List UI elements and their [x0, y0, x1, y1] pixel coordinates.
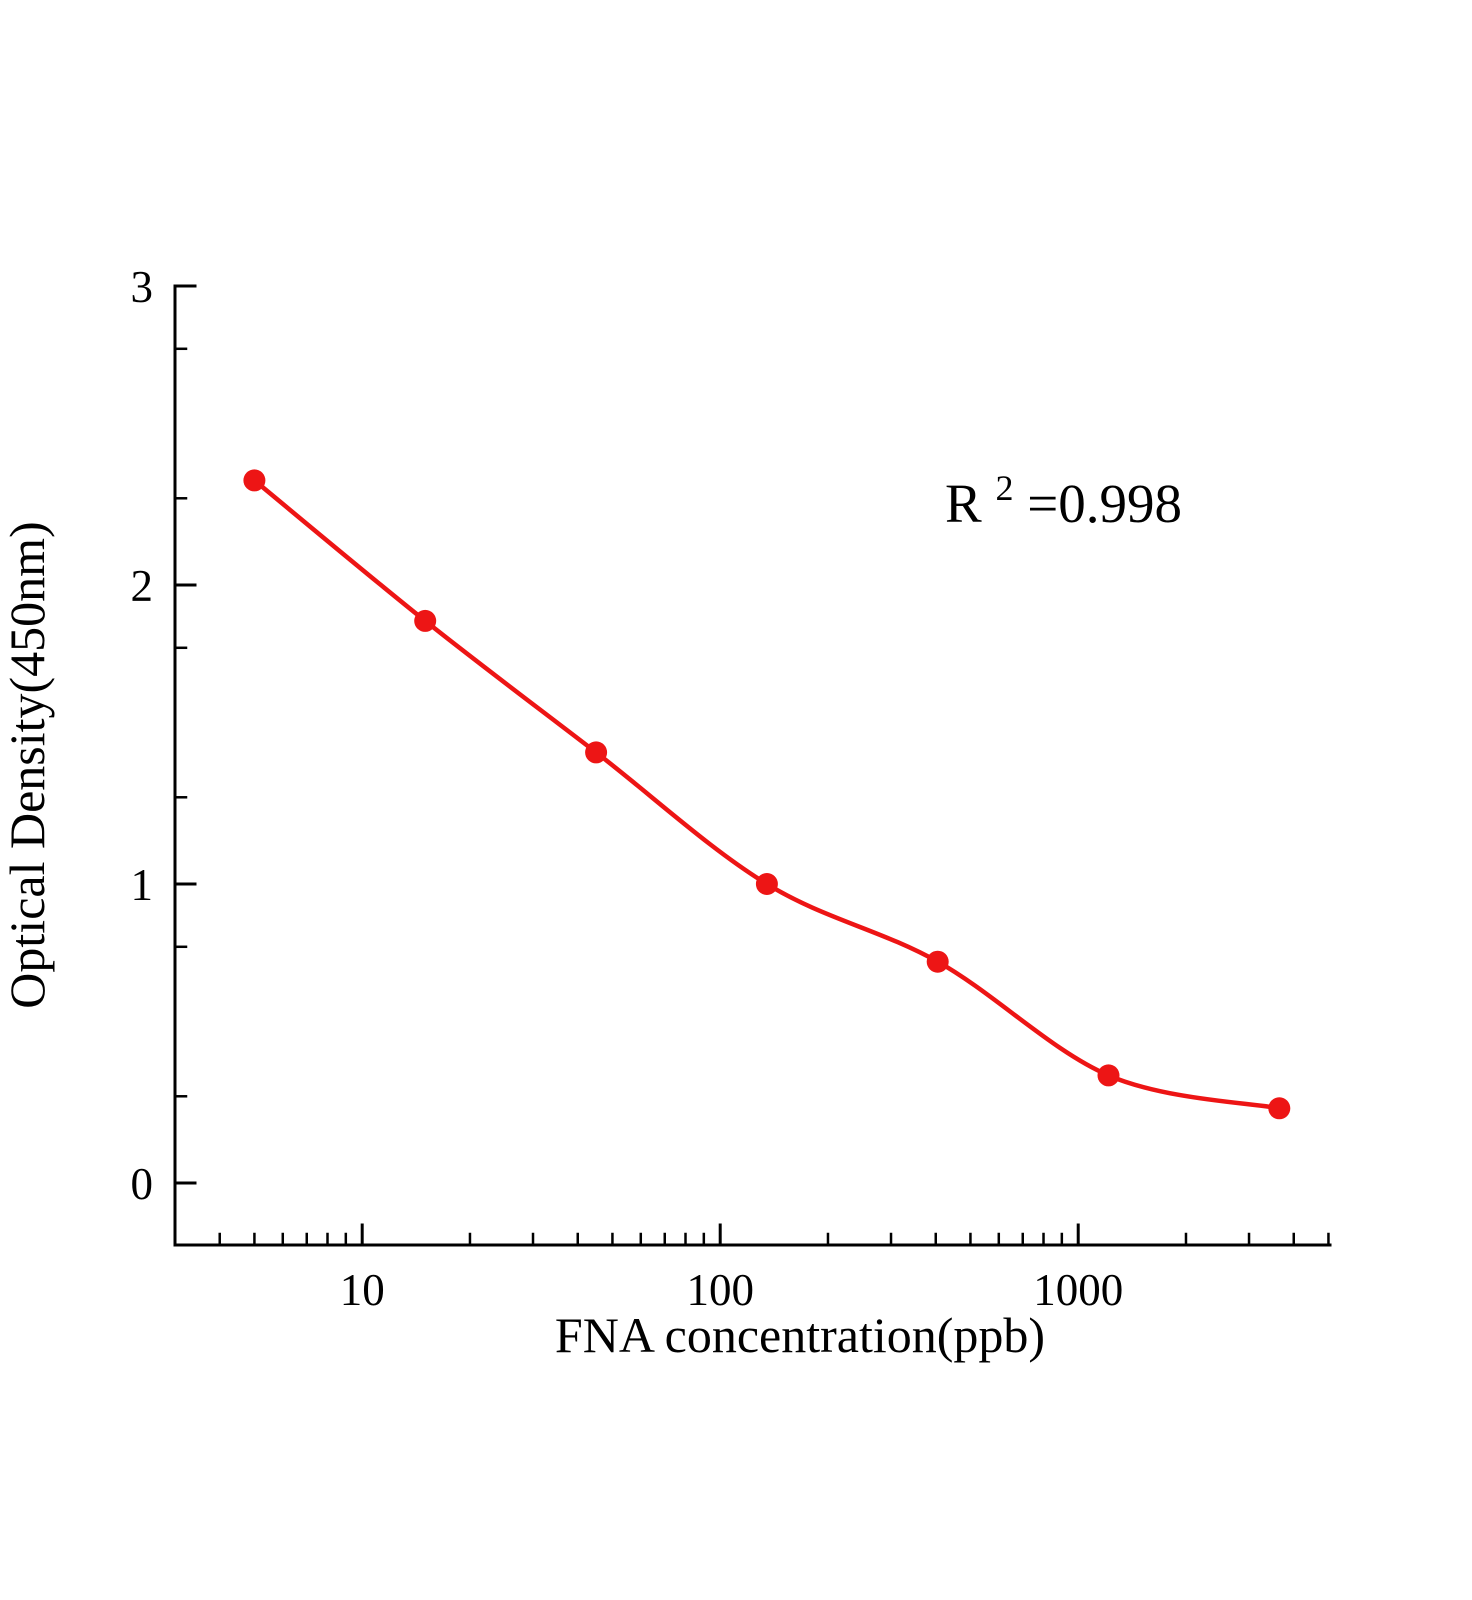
data-point [585, 741, 608, 764]
y-tick-label: 0 [131, 1159, 154, 1209]
y-tick-label: 2 [131, 561, 154, 611]
x-axis-title: FNA concentration(ppb) [555, 1307, 1045, 1363]
y-tick-label: 1 [131, 860, 154, 910]
x-tick-label: 1000 [1033, 1265, 1123, 1315]
data-layer [243, 469, 1291, 1120]
data-point [926, 950, 949, 973]
r-squared-exponent: 2 [995, 468, 1013, 508]
y-axis-title: Optical Density(450nm) [0, 521, 55, 1008]
data-point [414, 609, 437, 632]
r-squared-base: R [945, 473, 982, 534]
y-tick-label: 3 [131, 262, 154, 312]
axes-layer: 0 1 2 3 10 100 1000 [131, 262, 1332, 1315]
data-point [1097, 1064, 1120, 1087]
x-tick-label: 100 [686, 1265, 754, 1315]
data-point [755, 873, 778, 895]
fit-curve [252, 478, 1282, 1111]
r-squared-annotation: R 2 =0.998 [945, 451, 1182, 534]
r-squared-value: =0.998 [1027, 473, 1182, 534]
data-point [1268, 1097, 1291, 1120]
x-tick-label: 10 [340, 1265, 385, 1315]
data-point [243, 469, 266, 492]
